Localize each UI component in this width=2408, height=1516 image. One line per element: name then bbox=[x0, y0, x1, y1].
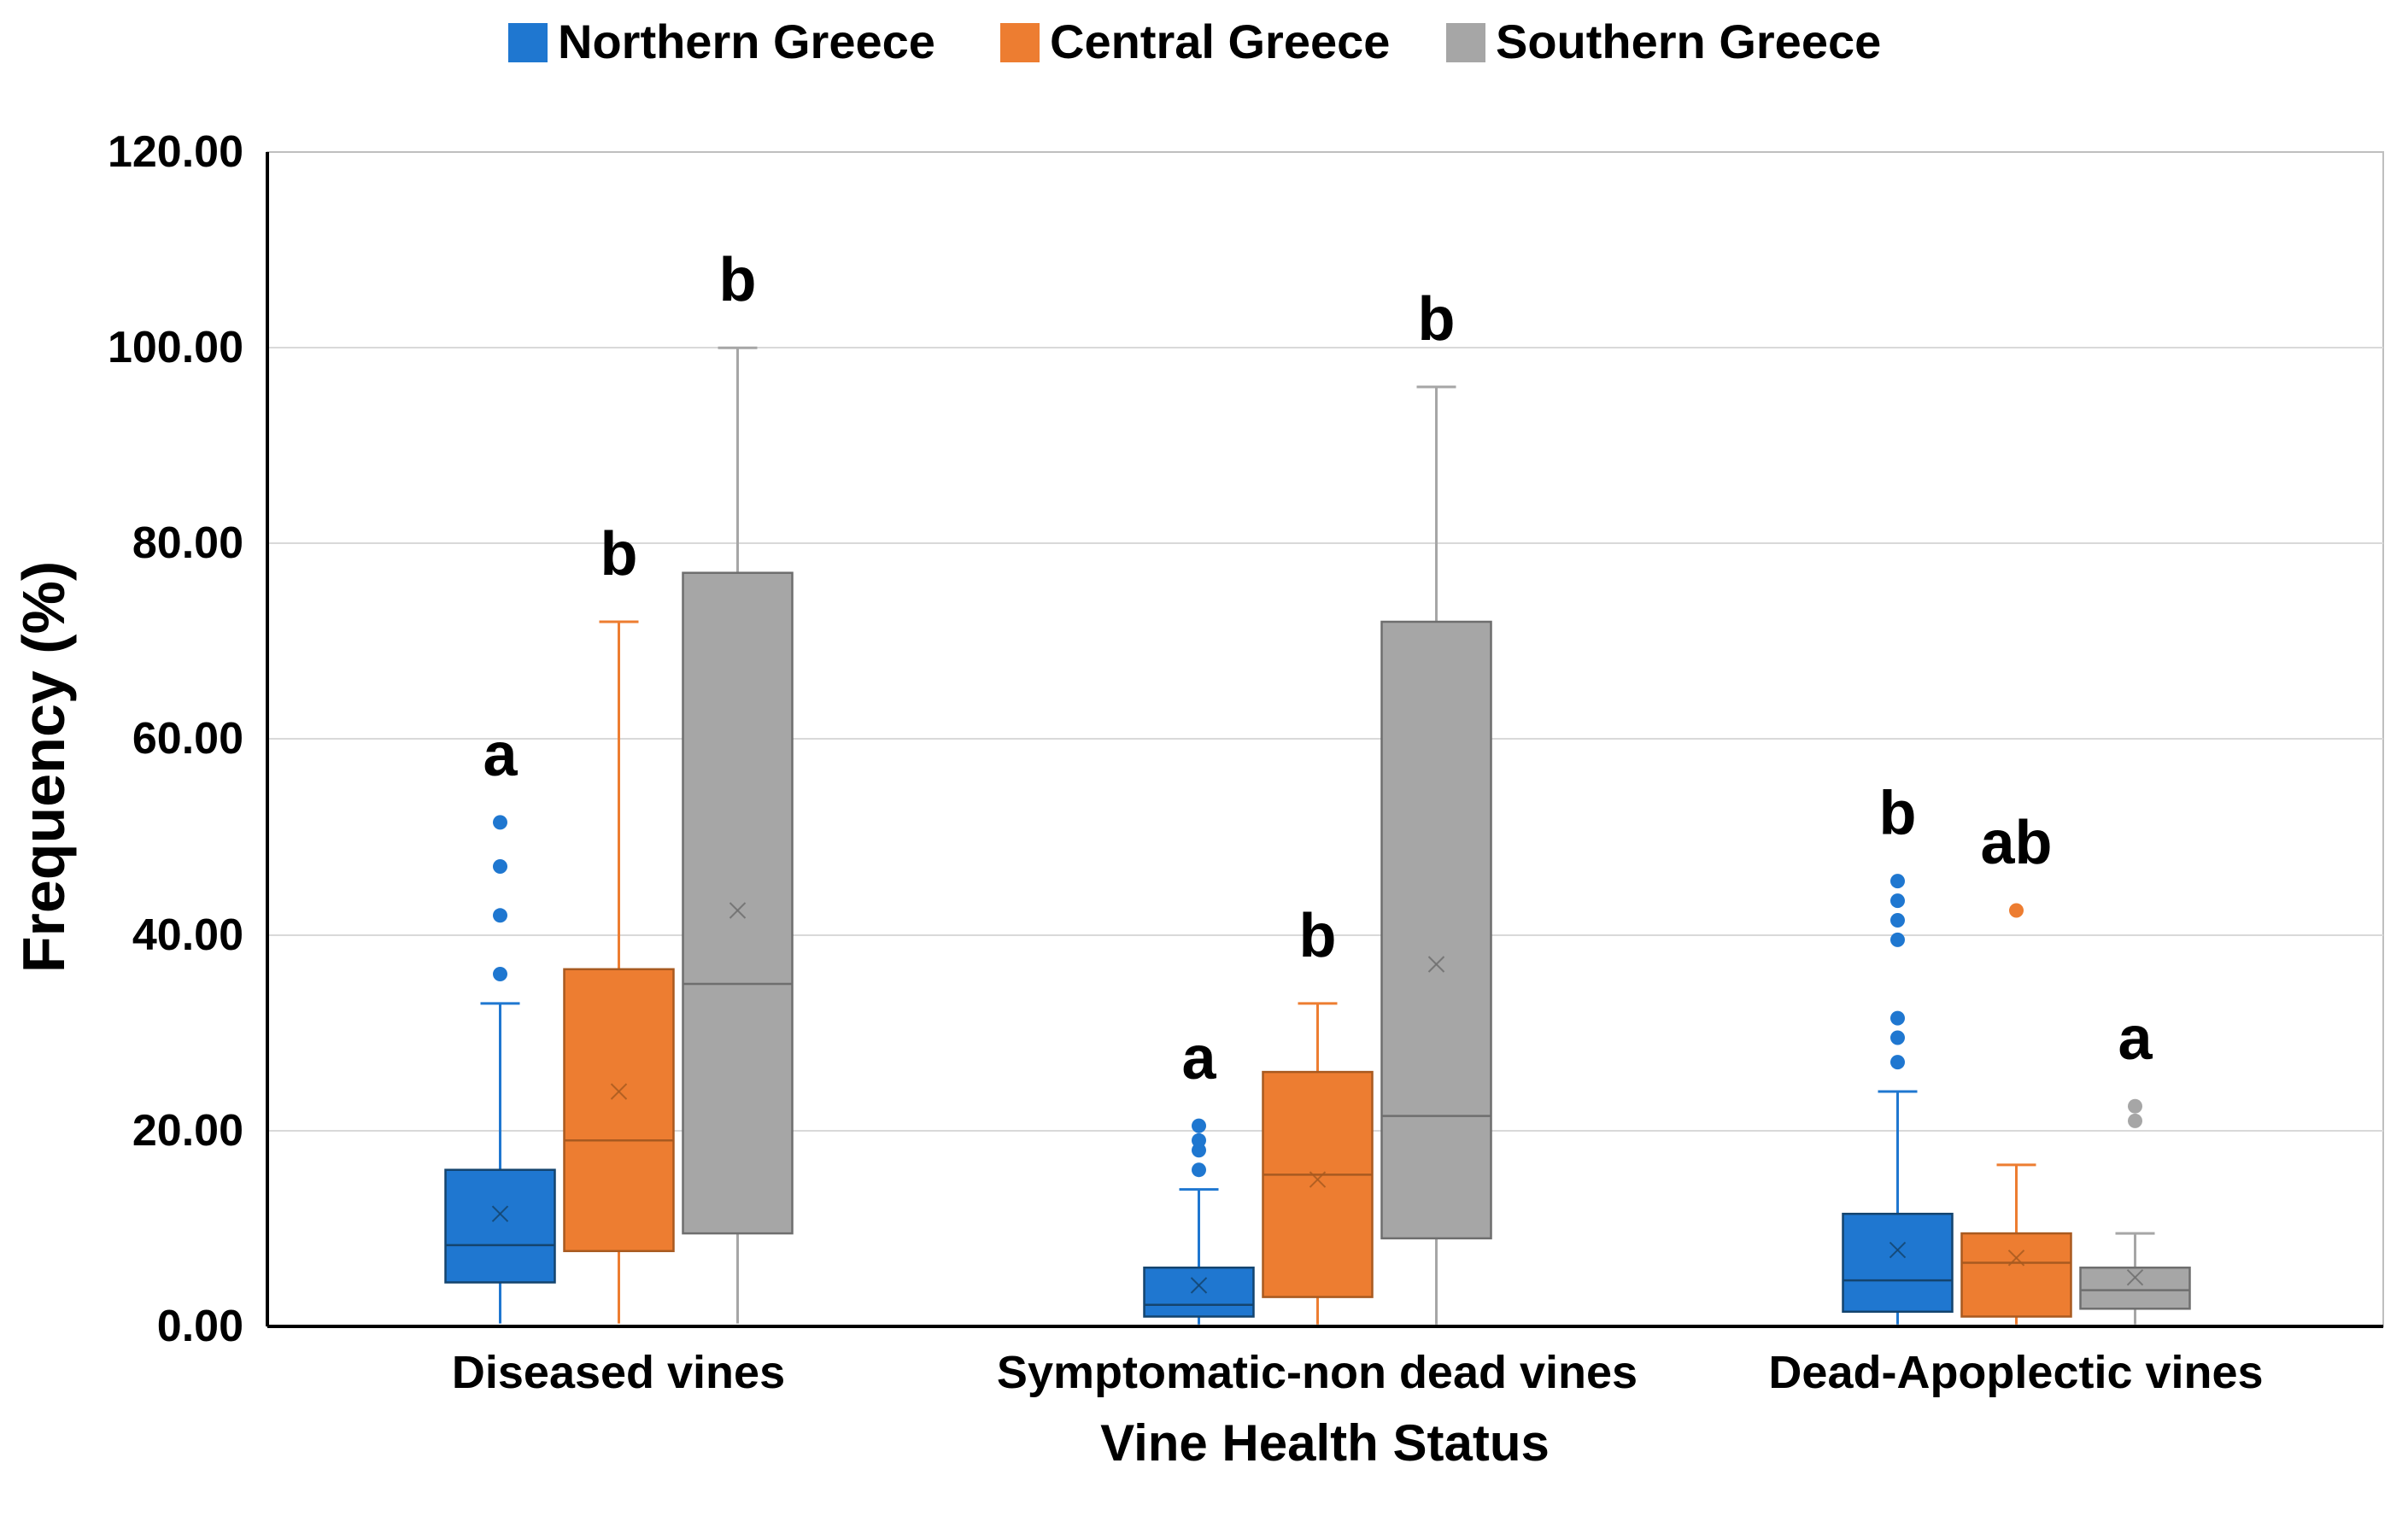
svg-text:Southern Greece: Southern Greece bbox=[1496, 15, 1881, 68]
svg-text:Symptomatic-non dead vines: Symptomatic-non dead vines bbox=[997, 1347, 1638, 1398]
svg-text:Northern Greece: Northern Greece bbox=[558, 15, 935, 68]
svg-text:60.00: 60.00 bbox=[132, 714, 243, 764]
svg-text:Dead-Apoplectic vines: Dead-Apoplectic vines bbox=[1768, 1347, 2263, 1398]
svg-text:a: a bbox=[483, 721, 518, 789]
svg-text:Central Greece: Central Greece bbox=[1050, 15, 1390, 68]
svg-text:40.00: 40.00 bbox=[132, 910, 243, 960]
svg-text:0.00: 0.00 bbox=[157, 1302, 243, 1351]
svg-text:b: b bbox=[719, 246, 757, 314]
svg-text:100.00: 100.00 bbox=[108, 323, 243, 372]
svg-text:b: b bbox=[1879, 780, 1917, 848]
svg-text:120.00: 120.00 bbox=[108, 127, 243, 177]
svg-text:b: b bbox=[601, 520, 638, 588]
svg-text:a: a bbox=[1181, 1024, 1216, 1092]
svg-text:ab: ab bbox=[1980, 809, 2052, 877]
svg-text:Diseased vines: Diseased vines bbox=[452, 1347, 785, 1398]
svg-text:20.00: 20.00 bbox=[132, 1106, 243, 1156]
svg-text:80.00: 80.00 bbox=[132, 518, 243, 568]
svg-text:b: b bbox=[1418, 285, 1456, 354]
svg-text:a: a bbox=[2118, 1004, 2153, 1073]
svg-text:Vine Health Status: Vine Health Status bbox=[1100, 1414, 1550, 1472]
svg-text:Frequency (%): Frequency (%) bbox=[10, 561, 77, 973]
svg-text:b: b bbox=[1299, 902, 1337, 970]
